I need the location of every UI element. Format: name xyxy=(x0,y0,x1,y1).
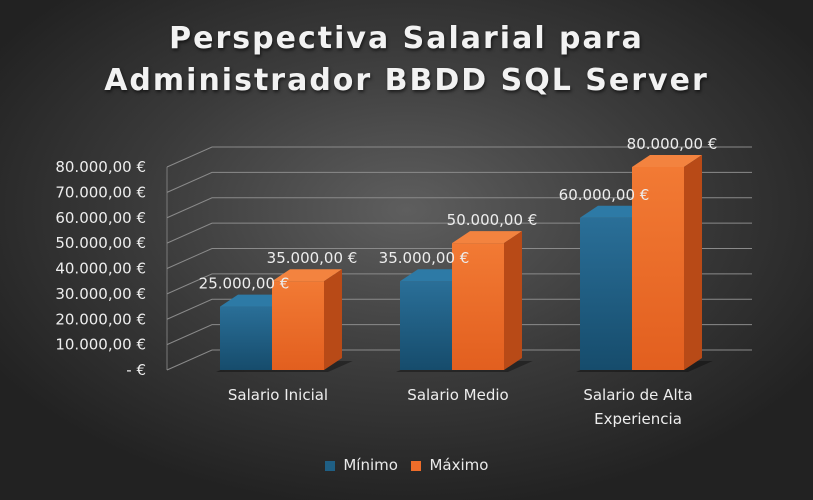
gridline xyxy=(166,171,752,193)
bar-maximo-front xyxy=(452,243,504,370)
chart-title: Perspectiva Salarial para Administrador … xyxy=(0,18,813,102)
gridline xyxy=(166,222,752,244)
y-tick-label: 60.000,00 € xyxy=(55,209,146,227)
legend-swatch-minimo xyxy=(324,460,335,471)
data-label-minimo: 25.000,00 € xyxy=(199,275,290,293)
bar-maximo-side xyxy=(504,231,522,370)
gridline xyxy=(166,197,752,219)
gridline xyxy=(166,273,752,295)
bar-maximo-top xyxy=(452,231,522,244)
y-tick-label: 20.000,00 € xyxy=(55,310,146,328)
bar-maximo-side xyxy=(684,155,702,370)
bar-maximo xyxy=(632,155,702,370)
data-label-maximo: 50.000,00 € xyxy=(447,211,538,229)
legend-swatch-maximo xyxy=(410,460,421,471)
y-tick-label: 10.000,00 € xyxy=(55,336,146,354)
y-tick-label: 30.000,00 € xyxy=(55,285,146,303)
gridline xyxy=(166,324,752,346)
bar-maximo xyxy=(452,231,522,370)
chart-title-line-1: Perspectiva Salarial para xyxy=(169,21,644,56)
bar-minimo-front xyxy=(580,217,632,370)
y-tick-label: 50.000,00 € xyxy=(55,234,146,252)
x-tick-label: Salario Inicial xyxy=(228,386,328,404)
legend: Mínimo Máximo xyxy=(0,456,813,474)
gridline xyxy=(166,349,752,371)
chart-title-line-2: Administrador BBDD SQL Server xyxy=(104,63,709,98)
bar-maximo-top xyxy=(272,269,342,282)
bar-maximo xyxy=(272,269,342,370)
data-label-minimo: 60.000,00 € xyxy=(559,186,650,204)
bar-maximo-front xyxy=(272,281,324,370)
legend-item-maximo: Máximo xyxy=(410,456,489,474)
y-tick-label: - € xyxy=(126,361,146,379)
data-label-minimo: 35.000,00 € xyxy=(379,249,470,267)
bar-maximo-side xyxy=(324,269,342,370)
bar-minimo-front xyxy=(220,306,272,370)
x-tick-label: Salario Medio xyxy=(407,386,508,404)
legend-label-minimo: Mínimo xyxy=(343,456,398,474)
bar-maximo-top xyxy=(632,155,702,167)
gridline xyxy=(166,248,752,269)
data-label-maximo: 35.000,00 € xyxy=(267,249,358,267)
legend-label-maximo: Máximo xyxy=(429,456,489,474)
y-tick-label: 80.000,00 € xyxy=(55,158,146,176)
gridline xyxy=(166,146,752,168)
data-label-maximo: 80.000,00 € xyxy=(627,135,718,153)
bar-maximo-front xyxy=(632,167,684,370)
gridline xyxy=(166,298,752,320)
legend-item-minimo: Mínimo xyxy=(324,456,398,474)
x-tick-label: Salario de Alta xyxy=(583,386,692,404)
x-tick-label: Experiencia xyxy=(594,410,682,428)
bar-minimo-front xyxy=(400,281,452,370)
y-tick-label: 70.000,00 € xyxy=(55,183,146,201)
y-tick-label: 40.000,00 € xyxy=(55,260,146,278)
